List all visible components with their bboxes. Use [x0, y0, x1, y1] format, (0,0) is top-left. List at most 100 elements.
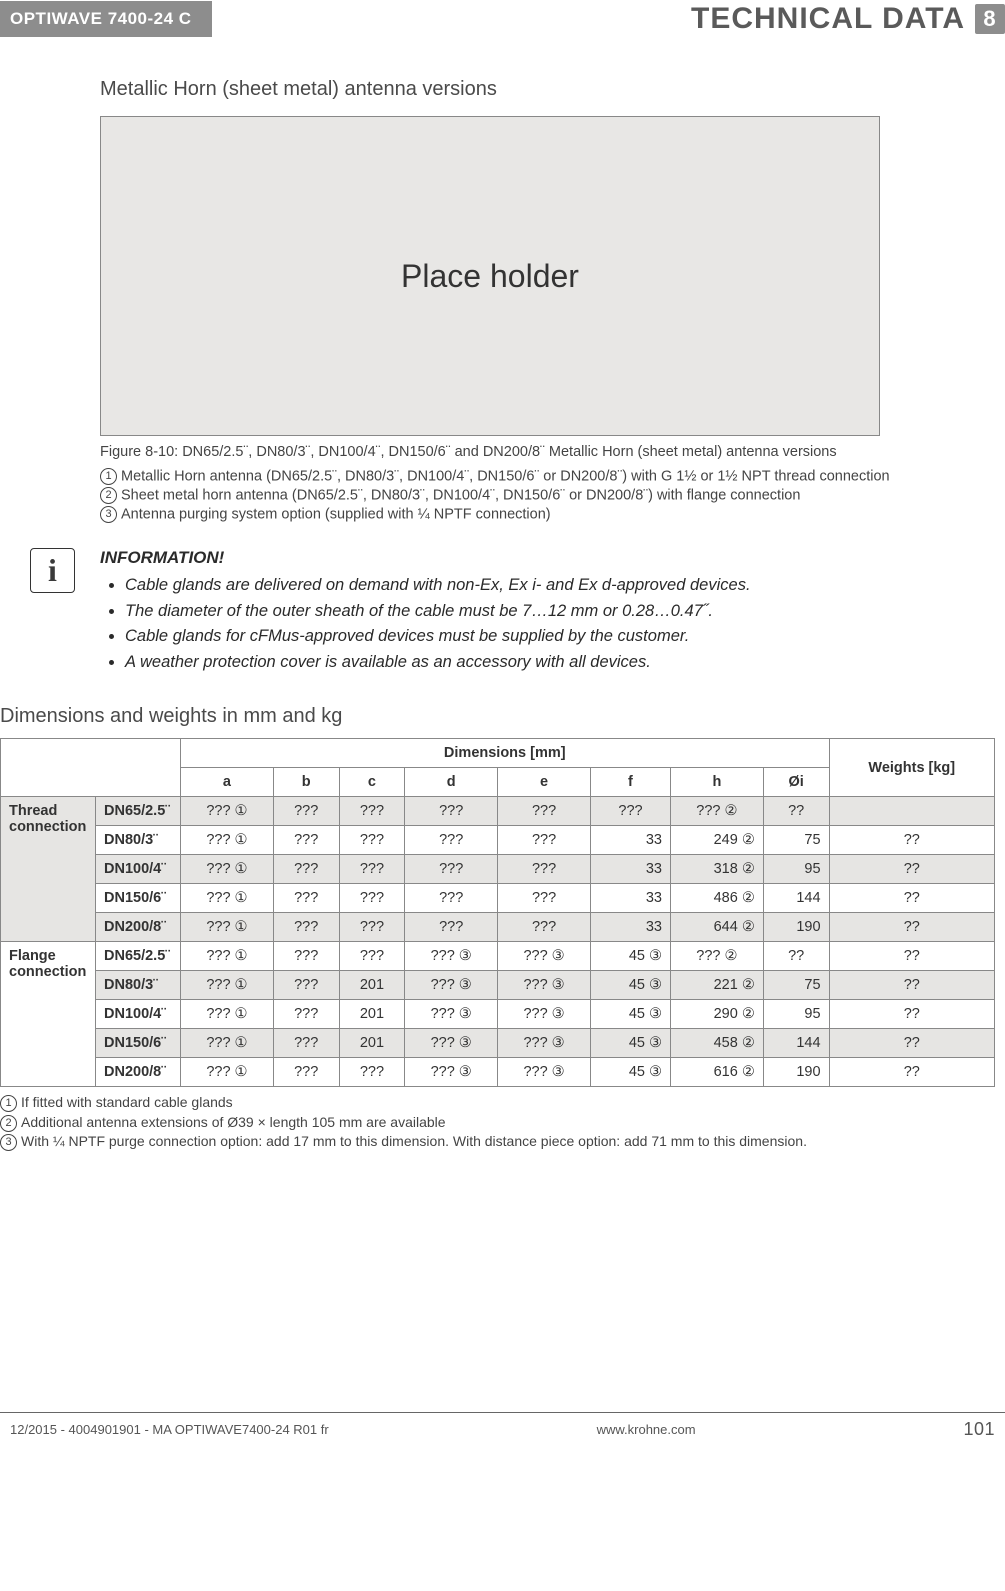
table-cell: 45 ③: [590, 1058, 670, 1087]
table-cell: ??? ③: [405, 1000, 498, 1029]
dimensions-table: Dimensions [mm] Weights [kg] a b c d e f…: [0, 738, 995, 1087]
table-cell: 33: [590, 855, 670, 884]
table-cell: 45 ③: [590, 1029, 670, 1058]
information-block: i INFORMATION! Cable glands are delivere…: [30, 548, 995, 675]
table-cell: ???: [498, 855, 591, 884]
table-cell: 75: [763, 971, 829, 1000]
table-cell: ???: [273, 826, 339, 855]
circled-3-icon: 3: [100, 506, 117, 523]
info-bullet-list: Cable glands are delivered on demand wit…: [125, 573, 751, 675]
table-cell: ??? ①: [181, 855, 274, 884]
figure-placeholder: Place holder: [100, 116, 880, 436]
col-oi: Øi: [763, 768, 829, 797]
table-cell: 290 ②: [670, 1000, 763, 1029]
size-label: DN65/2.5¨: [96, 942, 181, 971]
table-cell: ??: [829, 855, 994, 884]
table-cell: ??: [829, 884, 994, 913]
page-footer: 12/2015 - 4004901901 - MA OPTIWAVE7400-2…: [0, 1412, 1005, 1455]
table-cell: 221 ②: [670, 971, 763, 1000]
col-f: f: [590, 768, 670, 797]
group-header: Flange connection: [1, 942, 96, 1087]
dimensions-heading: Dimensions and weights in mm and kg: [0, 705, 995, 728]
col-d: d: [405, 768, 498, 797]
table-cell: ??: [763, 942, 829, 971]
table-cell: 201: [339, 1000, 405, 1029]
table-cell: ??? ①: [181, 797, 274, 826]
size-label: DN80/3¨: [96, 971, 181, 1000]
footnote-3: With ¼ NPTF purge connection option: add…: [21, 1133, 807, 1149]
table-cell: 201: [339, 1029, 405, 1058]
circled-1-icon: 1: [0, 1095, 17, 1112]
table-cell: ??: [829, 942, 994, 971]
table-cell: [829, 797, 994, 826]
table-cell: ???: [405, 855, 498, 884]
col-h: h: [670, 768, 763, 797]
footnote-2: Additional antenna extensions of Ø39 × l…: [21, 1114, 446, 1130]
table-cell: ???: [590, 797, 670, 826]
header-bar: OPTIWAVE 7400-24 C TECHNICAL DATA 8: [0, 0, 1005, 38]
info-icon: i: [30, 548, 75, 593]
table-cell: ??? ③: [405, 971, 498, 1000]
table-cell: ???: [339, 826, 405, 855]
table-cell: ??: [829, 913, 994, 942]
annotation-1: Metallic Horn antenna (DN65/2.5¨, DN80/3…: [121, 468, 890, 484]
table-cell: 95: [763, 855, 829, 884]
table-cell: ??? ③: [405, 942, 498, 971]
table-cell: 95: [763, 1000, 829, 1029]
figure-caption: Figure 8-10: DN65/2.5¨, DN80/3¨, DN100/4…: [100, 444, 995, 460]
circled-2-icon: 2: [0, 1115, 17, 1132]
table-cell: 190: [763, 913, 829, 942]
circled-2-icon: 2: [100, 487, 117, 504]
table-cell: ??? ③: [405, 1029, 498, 1058]
info-bullet: Cable glands are delivered on demand wit…: [125, 573, 751, 599]
table-cell: ??? ③: [405, 1058, 498, 1087]
table-cell: 201: [339, 971, 405, 1000]
table-cell: ??? ③: [498, 971, 591, 1000]
table-cell: 45 ③: [590, 942, 670, 971]
table-cell: ???: [273, 884, 339, 913]
col-a: a: [181, 768, 274, 797]
table-cell: ??? ②: [670, 942, 763, 971]
product-name: OPTIWAVE 7400-24 C: [0, 1, 212, 37]
table-cell: 458 ②: [670, 1029, 763, 1058]
size-label: DN150/6¨: [96, 1029, 181, 1058]
table-cell: ???: [273, 1000, 339, 1029]
table-cell: ??: [763, 797, 829, 826]
table-cell: ??? ①: [181, 1058, 274, 1087]
table-cell: 144: [763, 884, 829, 913]
table-cell: ??? ③: [498, 1058, 591, 1087]
placeholder-text: Place holder: [401, 258, 579, 295]
circled-1-icon: 1: [100, 468, 117, 485]
table-cell: 33: [590, 826, 670, 855]
table-cell: ???: [339, 1058, 405, 1087]
section-title: Metallic Horn (sheet metal) antenna vers…: [100, 78, 995, 101]
table-cell: ???: [339, 942, 405, 971]
table-cell: ???: [339, 913, 405, 942]
col-c: c: [339, 768, 405, 797]
table-cell: ??: [829, 1058, 994, 1087]
table-cell: ??: [829, 826, 994, 855]
size-label: DN65/2.5¨: [96, 797, 181, 826]
table-cell: 616 ②: [670, 1058, 763, 1087]
table-cell: 644 ②: [670, 913, 763, 942]
table-cell: ???: [273, 1029, 339, 1058]
size-label: DN80/3¨: [96, 826, 181, 855]
table-cell: ???: [498, 913, 591, 942]
table-cell: ???: [273, 1058, 339, 1087]
dimensions-header: Dimensions [mm]: [181, 739, 830, 768]
table-cell: ???: [498, 826, 591, 855]
table-cell: ???: [273, 913, 339, 942]
table-cell: 190: [763, 1058, 829, 1087]
table-cell: 318 ②: [670, 855, 763, 884]
table-cell: ??? ①: [181, 1000, 274, 1029]
circled-3-icon: 3: [0, 1134, 17, 1151]
table-cell: ??? ①: [181, 913, 274, 942]
table-cell: ???: [273, 942, 339, 971]
group-header: Thread connection: [1, 797, 96, 942]
table-cell: ??? ①: [181, 826, 274, 855]
table-cell: 33: [590, 884, 670, 913]
size-label: DN200/8¨: [96, 913, 181, 942]
table-cell: ???: [498, 884, 591, 913]
table-cell: ??? ③: [498, 1029, 591, 1058]
footnote-1: If fitted with standard cable glands: [21, 1094, 233, 1110]
